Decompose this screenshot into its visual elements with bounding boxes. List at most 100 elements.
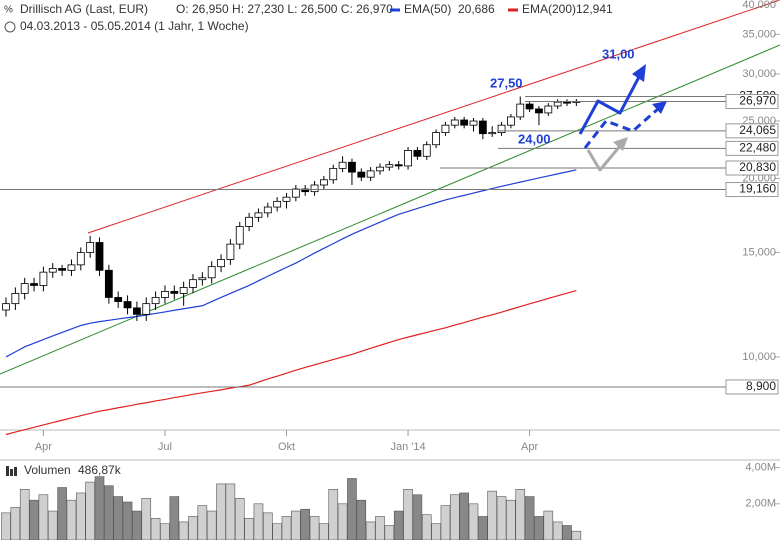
volume-bar (113, 496, 123, 540)
level-label: 20,830 (739, 160, 776, 174)
volume-bar (85, 481, 95, 540)
candle-body (226, 243, 235, 260)
candle-body (563, 101, 571, 104)
candle-body (516, 103, 525, 118)
volume-bar (319, 523, 329, 540)
candle-body (95, 242, 104, 271)
candle-body (544, 105, 553, 114)
level-box (725, 93, 779, 109)
volume-bar (38, 494, 49, 540)
candle-body (151, 297, 160, 305)
candle-body (348, 161, 356, 173)
candle-body (506, 116, 515, 126)
candle-body (67, 264, 76, 271)
candle-body (319, 179, 328, 186)
level-box (725, 140, 779, 156)
volume-bar (253, 503, 264, 540)
level-label: 24,065 (739, 123, 776, 137)
candle-body (30, 283, 38, 286)
y-tick-label: 35,000 (742, 28, 776, 40)
volume-bar (244, 517, 254, 540)
candle-body (460, 119, 469, 126)
volume-bar (571, 530, 582, 540)
level-box (725, 379, 779, 395)
level-box (725, 182, 779, 198)
legend-value: 12,941 (576, 2, 613, 16)
volume-bar (468, 503, 479, 540)
candle-body (207, 266, 216, 279)
volume-bar (29, 499, 39, 540)
candle-body (76, 252, 85, 266)
volume-bar (66, 499, 77, 540)
candle-body (422, 144, 431, 157)
volume-bar (19, 489, 30, 540)
volume-bar (440, 505, 451, 540)
candle-body (48, 268, 57, 273)
volume-bar (225, 483, 236, 540)
y-tick-label: 10,000 (742, 351, 776, 363)
lower-trend-line (0, 44, 780, 375)
volume-bar (449, 494, 460, 540)
forecast-arrows (578, 64, 667, 172)
level-label: 22,480 (739, 141, 776, 155)
arrow-head (652, 101, 667, 114)
volume-icon (6, 466, 9, 476)
volume-bar (10, 507, 21, 540)
volume-bar (216, 483, 226, 540)
candle-body (189, 279, 197, 288)
volume-bar (309, 516, 320, 540)
y-tick-label: 15,000 (742, 246, 776, 258)
candle-body (441, 124, 450, 134)
volume-bar (262, 512, 273, 540)
candle-body (114, 297, 123, 302)
annotation: 27,50 (490, 75, 523, 90)
volume-bar (384, 525, 395, 540)
candle-body (170, 290, 179, 294)
candle-body (478, 120, 487, 135)
volume-bar (393, 510, 404, 540)
candle-body (123, 301, 132, 309)
volume-bar (328, 489, 339, 540)
volume-bar (122, 501, 133, 540)
volume-bar (169, 496, 180, 540)
forecast-arrow (578, 74, 642, 135)
volume-bar (562, 525, 572, 540)
volume-bar (412, 494, 423, 540)
volume-title: Volumen (24, 463, 71, 477)
volume-bar (506, 499, 516, 540)
volume-bar (197, 505, 208, 540)
volume-bar (300, 508, 311, 540)
volume-bar (94, 476, 105, 540)
volume-bar (403, 489, 413, 540)
candle-body (235, 226, 244, 245)
volume-bar (543, 510, 554, 540)
candle-body (254, 212, 263, 218)
header: % Drillisch AG (Last, EUR) O: 26,950 H: … (4, 2, 393, 33)
volume-bar (356, 499, 367, 540)
candle-body (553, 101, 562, 107)
candle-body (104, 269, 113, 298)
candle-body (394, 164, 403, 167)
volume-bar (375, 516, 385, 540)
forecast-arrow (583, 106, 660, 149)
candle-body (404, 150, 412, 167)
candle-body (39, 271, 48, 286)
y-tick-label: 40,000 (742, 0, 776, 11)
ohlc-text: O: 26,950 H: 27,230 L: 26,500 C: 26,970 (176, 2, 393, 16)
candle-body (338, 161, 347, 169)
volume-bar (459, 492, 469, 540)
x-tick-label: Apr (35, 441, 52, 453)
candle-body (535, 108, 543, 114)
candle-body (469, 120, 478, 126)
volume-bar (337, 503, 348, 540)
level-label: 8,900 (746, 379, 776, 393)
volume-bar (206, 510, 217, 540)
volume-bar (272, 523, 282, 540)
chart-title: Drillisch AG (Last, EUR) (20, 2, 148, 16)
volume-bar (47, 510, 58, 540)
legend-value: 20,686 (458, 2, 495, 16)
candle-body (376, 166, 384, 172)
legend-label: EMA(200) (522, 2, 576, 16)
volume-bar (421, 514, 432, 540)
ema-line (5, 289, 577, 436)
